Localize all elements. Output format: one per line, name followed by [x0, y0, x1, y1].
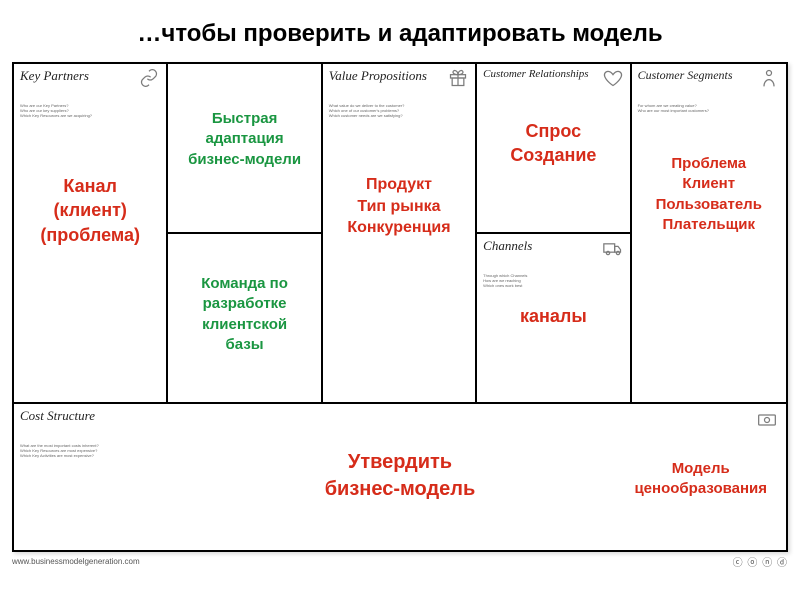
block-title-cost: Cost Structure — [20, 408, 95, 424]
overlay-resources: Команда по разработке клиентской базы — [168, 274, 320, 355]
block-title-partners: Key Partners — [20, 68, 89, 84]
block-key-activities: Быстрая адаптация бизнес-модели — [168, 64, 320, 234]
footer-url: www.businessmodelgeneration.com — [12, 557, 140, 566]
cc-icons: ⓒ ⓞ ⓝ ⓓ — [733, 554, 788, 569]
block-relationships-channels: Customer Relationships Спрос Создание Ch… — [477, 64, 631, 402]
block-title-segments: Customer Segments — [638, 68, 733, 83]
link-icon — [138, 68, 160, 88]
canvas-top-row: Key Partners Who are our Key Partners? W… — [14, 64, 786, 404]
block-title-relationships: Customer Relationships — [483, 68, 588, 80]
block-activities-resources: Быстрая адаптация бизнес-модели Команда … — [168, 64, 322, 402]
block-key-partners: Key Partners Who are our Key Partners? W… — [14, 64, 168, 402]
block-value-propositions: Value Propositions What value do we deli… — [323, 64, 477, 402]
money-icon — [756, 410, 778, 430]
overlay-channels: каналы — [477, 304, 629, 328]
block-customer-segments: Customer Segments For whom are we creati… — [632, 64, 786, 402]
fineprint: For whom are we creating value? Who are … — [632, 104, 786, 122]
block-channels: Channels Through which Channels How are … — [477, 234, 629, 402]
overlay-activities: Быстрая адаптация бизнес-модели — [168, 109, 320, 170]
canvas-bottom-row: Cost Structure What are the most importa… — [14, 404, 786, 550]
fineprint: What are the most important costs inhere… — [14, 444, 400, 462]
block-title-channels: Channels — [483, 238, 532, 254]
overlay-relationships: Спрос Создание — [477, 119, 629, 168]
person-icon — [758, 68, 780, 88]
block-cost-structure: Cost Structure What are the most importa… — [14, 404, 400, 550]
fineprint: Through which Channels How are we reachi… — [477, 274, 629, 292]
truck-icon — [602, 238, 624, 258]
heart-icon — [602, 68, 624, 88]
block-title-value: Value Propositions — [329, 68, 427, 84]
overlay-partners: Канал (клиент) (проблема) — [14, 174, 166, 247]
overlay-revenue: Модель ценообразования — [630, 459, 771, 500]
business-model-canvas: Key Partners Who are our Key Partners? W… — [12, 62, 788, 552]
fineprint: What value do we deliver to the customer… — [323, 104, 475, 122]
page-title: …чтобы проверить и адаптировать модель — [0, 0, 800, 62]
block-customer-relationships: Customer Relationships Спрос Создание — [477, 64, 629, 234]
fineprint: Who are our Key Partners? Who are our ke… — [14, 104, 166, 122]
overlay-value: Продукт Тип рынка Конкуренция — [323, 174, 475, 239]
block-key-resources: Команда по разработке клиентской базы — [168, 234, 320, 402]
gift-icon — [447, 68, 469, 88]
footer: www.businessmodelgeneration.com ⓒ ⓞ ⓝ ⓓ — [12, 554, 788, 569]
block-revenue-streams: Модель ценообразования — [400, 404, 786, 550]
overlay-segments: Проблема Клиент Пользователь Плательщик — [632, 154, 786, 235]
